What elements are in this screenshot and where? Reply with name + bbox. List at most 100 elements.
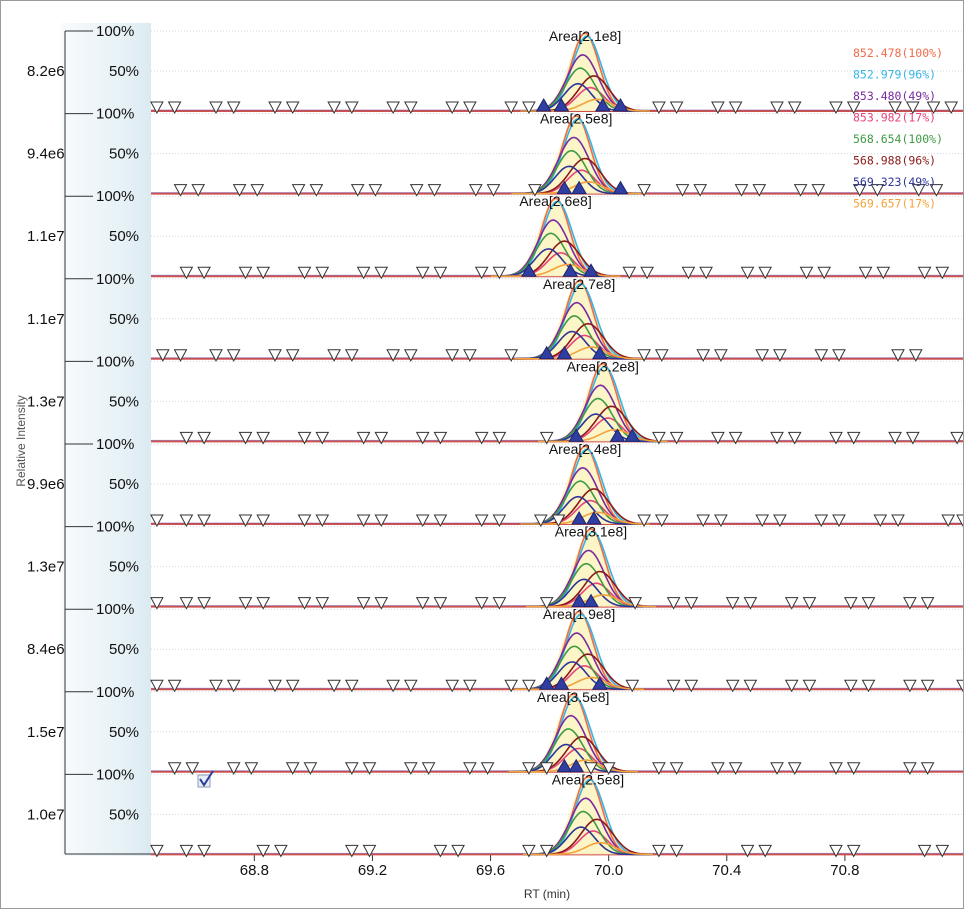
- peak-marker: [725, 597, 740, 610]
- peak-marker: [150, 679, 164, 693]
- peak-marker: [415, 266, 430, 280]
- peak-marker: [226, 101, 241, 115]
- peak-marker: [256, 514, 271, 528]
- tick-label-50: 50%: [109, 393, 139, 410]
- legend-item: 568.988(96%): [853, 154, 936, 168]
- peak-marker: [492, 514, 507, 528]
- series-trace-6: [514, 661, 645, 690]
- peak-marker: [327, 101, 341, 115]
- boundary-marker: [538, 345, 555, 360]
- peak-marker: [285, 762, 300, 775]
- peak-marker: [415, 431, 430, 445]
- peak-marker: [858, 266, 873, 280]
- peak-marker: [601, 762, 616, 775]
- series-trace-7: [537, 428, 668, 443]
- peak-marker: [173, 184, 188, 197]
- peak-area-label: Area[3.2e8]: [567, 358, 639, 374]
- peak-marker: [209, 679, 223, 693]
- peak-marker: [870, 184, 885, 197]
- peak-marker: [637, 184, 651, 197]
- tick-label-100: 100%: [96, 353, 134, 370]
- boundary-marker: [571, 511, 587, 525]
- peak-marker: [150, 514, 164, 528]
- peak-marker: [773, 349, 787, 362]
- peak-marker: [445, 101, 460, 115]
- peak-marker: [474, 514, 489, 528]
- peak-marker: [861, 679, 876, 693]
- peak-marker: [226, 679, 241, 693]
- peak-marker: [167, 101, 182, 115]
- peak-panel: Area[3.2e8]: [151, 358, 963, 445]
- peak-marker: [250, 184, 265, 197]
- x-tick-label: 70.0: [594, 862, 623, 879]
- panel-scale-label: 8.4e6: [27, 641, 65, 658]
- peak-marker: [935, 266, 950, 280]
- peak-marker: [652, 762, 666, 775]
- peak-marker: [303, 762, 318, 775]
- peak-marker: [669, 762, 684, 775]
- peak-area-fill: [520, 33, 650, 111]
- peak-area-label: Area[2.4e8]: [549, 441, 621, 457]
- peak-marker: [811, 184, 826, 197]
- peak-marker: [150, 101, 164, 115]
- peak-marker: [873, 514, 888, 528]
- peak-marker: [445, 349, 460, 362]
- peak-marker: [197, 266, 211, 280]
- tick-label-50: 50%: [109, 146, 139, 163]
- peak-marker: [911, 184, 926, 197]
- peak-marker: [374, 431, 389, 445]
- peak-marker: [846, 762, 861, 775]
- legend-item: 852.979(96%): [853, 68, 936, 82]
- peak-marker: [356, 431, 371, 445]
- peak-marker: [950, 431, 963, 445]
- peak-marker: [752, 184, 767, 197]
- peak-marker: [492, 431, 507, 445]
- peak-marker: [256, 266, 271, 280]
- peak-area-fill: [490, 198, 621, 277]
- peak-marker: [238, 266, 253, 280]
- peak-marker: [711, 431, 725, 445]
- series-trace-6: [490, 248, 621, 277]
- peak-marker: [888, 101, 902, 115]
- boundary-marker: [568, 428, 585, 442]
- peak-area-label: Area[1.9e8]: [543, 606, 615, 622]
- x-axis-label: RT (min): [524, 887, 570, 901]
- peak-marker: [492, 597, 507, 610]
- peak-marker: [327, 349, 341, 362]
- peak-marker: [829, 101, 843, 115]
- peak-marker: [755, 514, 770, 528]
- boundary-marker: [538, 676, 555, 690]
- peak-marker: [315, 266, 330, 280]
- x-tick-label: 70.4: [712, 862, 741, 879]
- peak-marker: [362, 762, 377, 775]
- boundary-marker: [591, 676, 608, 690]
- peak-marker: [403, 349, 418, 362]
- checkbox[interactable]: [197, 770, 214, 788]
- peak-panel: Area[2.4e8]: [150, 441, 963, 528]
- peak-marker: [522, 101, 536, 115]
- peak-marker: [504, 679, 519, 693]
- peak-marker: [463, 762, 477, 775]
- peak-marker: [920, 597, 935, 610]
- peak-marker: [474, 431, 489, 445]
- panel-scale-label: 1.1e7: [27, 311, 65, 328]
- peak-marker: [327, 679, 341, 693]
- tick-label-100: 100%: [96, 519, 134, 536]
- peak-area-fill: [526, 528, 656, 607]
- peak-area-label: Area[2.7e8]: [543, 276, 615, 292]
- peak-marker: [403, 762, 418, 775]
- boundary-marker: [556, 345, 573, 360]
- peak-marker: [386, 679, 400, 693]
- peak-marker: [356, 597, 371, 610]
- peak-marker: [356, 514, 371, 528]
- peak-marker: [256, 431, 271, 445]
- series-trace-7: [490, 263, 621, 277]
- peak-marker: [368, 184, 383, 197]
- tick-label-100: 100%: [96, 684, 134, 701]
- peak-marker: [784, 597, 799, 610]
- peak-marker: [734, 184, 749, 197]
- peak-marker: [917, 266, 932, 280]
- peak-marker: [256, 597, 271, 610]
- legend-item: 853.982(17%): [853, 111, 936, 125]
